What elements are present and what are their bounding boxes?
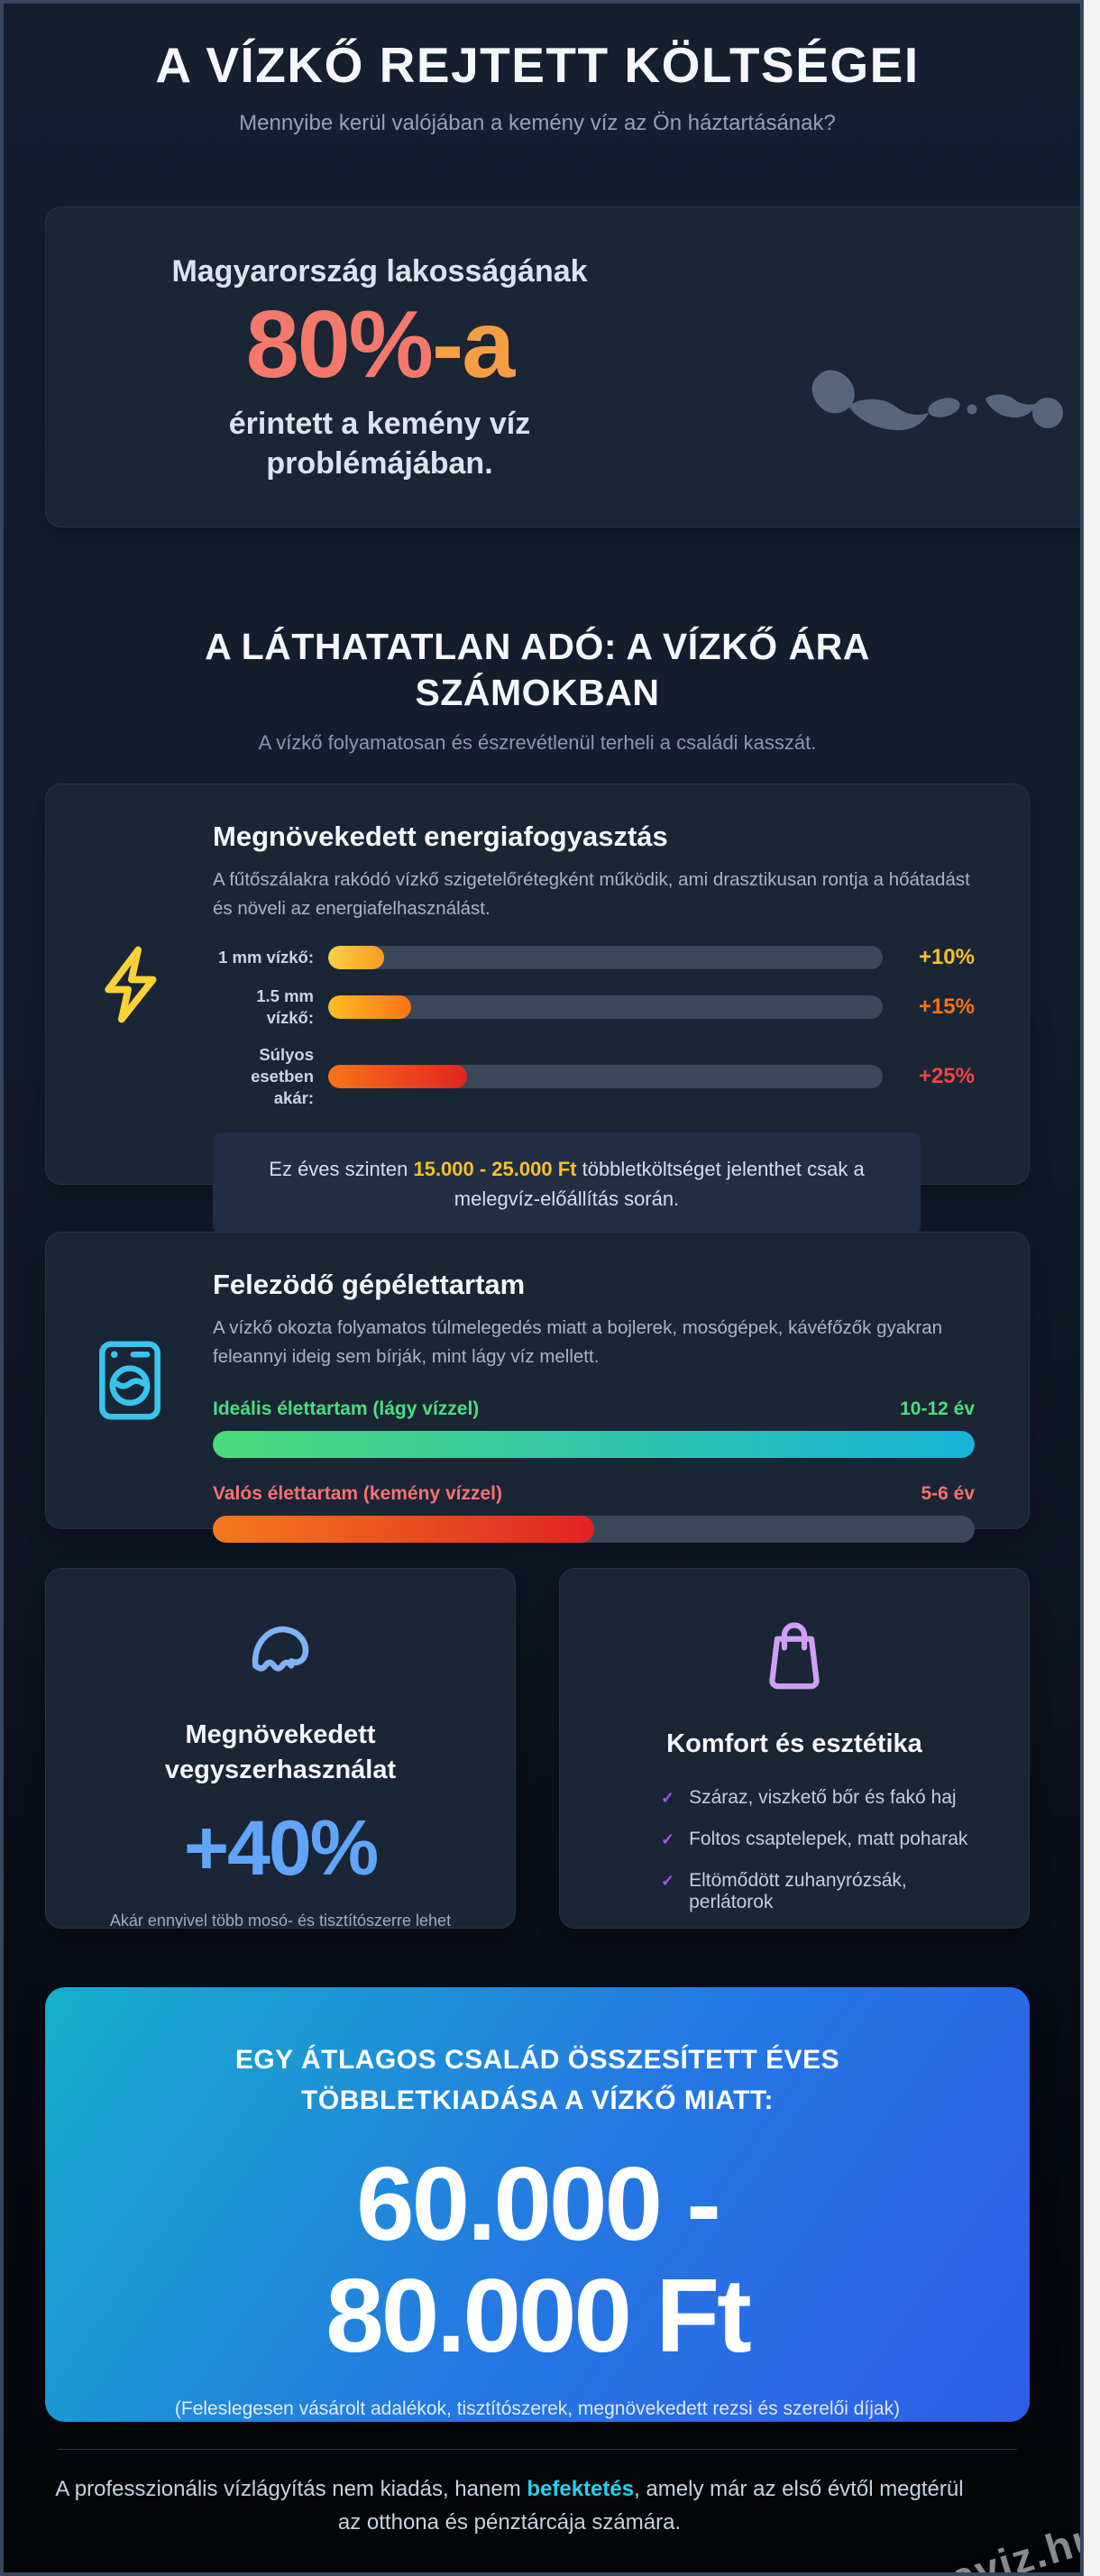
real-bar-track (213, 1515, 975, 1543)
comfort-list-item: ✓ Eltömődött zuhanyrózsák, perlátorok (661, 1870, 993, 1913)
bar-track (328, 995, 883, 1019)
ideal-label: Ideális élettartam (lágy vízzel) (213, 1398, 480, 1419)
ideal-bar-track (213, 1430, 975, 1458)
comfort-list: ✓ Száraz, viszkető bőr és fakó haj ✓ Fol… (596, 1787, 993, 1913)
lifespan-description: A vízkő okozta folyamatos túlmelegedés m… (213, 1317, 943, 1367)
stat-suffix: -a (431, 291, 515, 398)
comfort-item-text: Eltömődött zuhanyrózsák, perlátorok (689, 1870, 907, 1913)
note-prefix: Ez éves szinten (269, 1157, 414, 1180)
total-cost-card: EGY ÁTLAGOS CSALÁD ÖSSZESÍTETT ÉVES TÖBB… (45, 1987, 1030, 2422)
stat-line1: Magyarország lakosságának (171, 254, 588, 289)
bar-value: +25% (918, 1063, 975, 1088)
bar-label: 1.5 mm vízkő: (256, 985, 314, 1027)
note-suffix: többletköltséget jelenthet csak a melegv… (454, 1157, 865, 1210)
total-amount-line1: 60.000 - (356, 2145, 721, 2262)
real-value: 5-6 év (921, 1482, 975, 1504)
section-heading: A LÁTHATATLAN ADÓ: A VÍZKŐ ÁRA SZÁMOKBAN… (45, 624, 1030, 755)
bottom-cards-row: Megnövekedett vegyszerhasználat +40% Aká… (45, 1568, 1030, 1929)
comfort-item-text: Száraz, viszkető bőr és fakó haj (689, 1787, 957, 1809)
check-icon: ✓ (661, 1789, 675, 1808)
section-subtitle: A vízkő folyamatosan és észrevétlenül te… (258, 730, 817, 754)
wave-icon (252, 1626, 309, 1672)
comfort-title: Komfort és esztétika (666, 1729, 922, 1758)
page-subtitle: Mennyibe kerül valójában a kemény víz az… (239, 110, 836, 135)
page-title: A VÍZKŐ REJTETT KÖLTSÉGEI (155, 37, 920, 93)
bar-value: +15% (918, 994, 975, 1019)
bar-label: 1 mm vízkő: (218, 947, 314, 967)
section-title: A LÁTHATATLAN ADÓ: A VÍZKŐ ÁRA SZÁMOKBAN (205, 626, 870, 714)
energy-card: Megnövekedett energiafogyasztás A fűtősz… (45, 784, 1030, 1235)
footer-message: A professzionális vízlágyítás nem kiadás… (45, 2472, 974, 2539)
footer-text-after: , amely már az első évtől megtérül az ot… (337, 2477, 964, 2535)
comfort-list-item: ✓ Foltos csaptelepek, matt poharak (661, 1829, 993, 1850)
total-note: (Feleslegesen vásárolt adalékok, tisztít… (174, 2398, 901, 2420)
stat-text-column: Magyarország lakosságának 80%-a érintett… (109, 254, 650, 484)
lifespan-icon-column (46, 1233, 213, 1528)
total-title: EGY ÁTLAGOS CSALÁD ÖSSZESÍTETT ÉVES TÖBB… (234, 2045, 840, 2115)
lightning-icon (104, 946, 157, 1022)
check-icon: ✓ (661, 1830, 675, 1849)
stat-big-number: 80%-a (109, 294, 650, 395)
real-lifespan-labels: Valós élettartam (kemény vízzel) 5-6 év (213, 1483, 975, 1505)
hungary-map-blob-icon (811, 370, 1063, 431)
total-amount: 60.000 - 80.000 Ft (117, 2148, 958, 2371)
bar-track (328, 945, 883, 969)
bar-track (328, 1064, 883, 1088)
energy-bar-row: Súlyos esetben akár: +25% (213, 1044, 975, 1109)
bar-fill (328, 945, 384, 969)
note-highlight: 15.000 - 25.000 Ft (413, 1157, 577, 1180)
header: A VÍZKŐ REJTETT KÖLTSÉGEI Mennyibe kerül… (45, 38, 1030, 136)
chemical-description: Akár ennyivel több mosó- és tisztítószer… (109, 1911, 452, 1929)
total-amount-line2: 80.000 Ft (325, 2257, 752, 2375)
stat-percentage: 80% (245, 291, 434, 398)
energy-description: A fűtőszálakra rakódó vízkő szigetelőrét… (213, 869, 970, 919)
chemical-big-value: +40% (183, 1805, 379, 1893)
chemical-title: Megnövekedett vegyszerhasználat (164, 1720, 397, 1785)
lifespan-title: Felezödő gépélettartam (213, 1269, 526, 1300)
real-label: Valós élettartam (kemény vízzel) (213, 1482, 502, 1504)
chemical-card: Megnövekedett vegyszerhasználat +40% Aká… (45, 1568, 516, 1929)
energy-bar-row: 1.5 mm vízkő: +15% (213, 985, 975, 1029)
energy-content: Megnövekedett energiafogyasztás A fűtősz… (213, 784, 1029, 1235)
washing-machine-icon (98, 1341, 160, 1420)
comfort-list-item: ✓ Száraz, viszkető bőr és fakó haj (661, 1787, 993, 1809)
comfort-item-text: Foltos csaptelepek, matt poharak (689, 1829, 968, 1850)
footer: A professzionális vízlágyítás nem kiadás… (45, 2472, 1030, 2539)
ideal-lifespan-labels: Ideális élettartam (lágy vízzel) 10-12 é… (213, 1398, 975, 1420)
shopping-bag-icon (769, 1622, 820, 1690)
population-stat-card: Magyarország lakosságának 80%-a érintett… (45, 206, 1080, 527)
bar-fill (328, 995, 412, 1019)
footer-text-before: A professzionális vízlágyítás nem kiadás… (55, 2477, 527, 2501)
energy-bar-row: 1 mm vízkő: +10% (213, 945, 975, 970)
lifespan-card: Felezödő gépélettartam A vízkő okozta fo… (45, 1232, 1030, 1543)
footer-divider (58, 2449, 1017, 2450)
bar-label: Súlyos esetben akár: (251, 1044, 314, 1107)
ideal-bar-fill (213, 1430, 975, 1458)
energy-note: Ez éves szinten 15.000 - 25.000 Ft többl… (213, 1132, 921, 1235)
energy-icon-column (46, 784, 213, 1184)
real-bar-fill (213, 1515, 594, 1543)
footer-highlight: befektetés (527, 2477, 635, 2501)
energy-title: Megnövekedett energiafogyasztás (213, 820, 668, 852)
ideal-value: 10-12 év (900, 1398, 975, 1419)
comfort-card: Komfort és esztétika ✓ Száraz, viszkető … (559, 1568, 1030, 1929)
stat-line2: érintett a kemény víz problémájában. (228, 407, 531, 481)
bar-value: +10% (918, 944, 975, 969)
bar-fill (328, 1064, 467, 1088)
lifespan-content: Felezödő gépélettartam A vízkő okozta fo… (213, 1233, 1029, 1543)
check-icon: ✓ (661, 1872, 675, 1891)
